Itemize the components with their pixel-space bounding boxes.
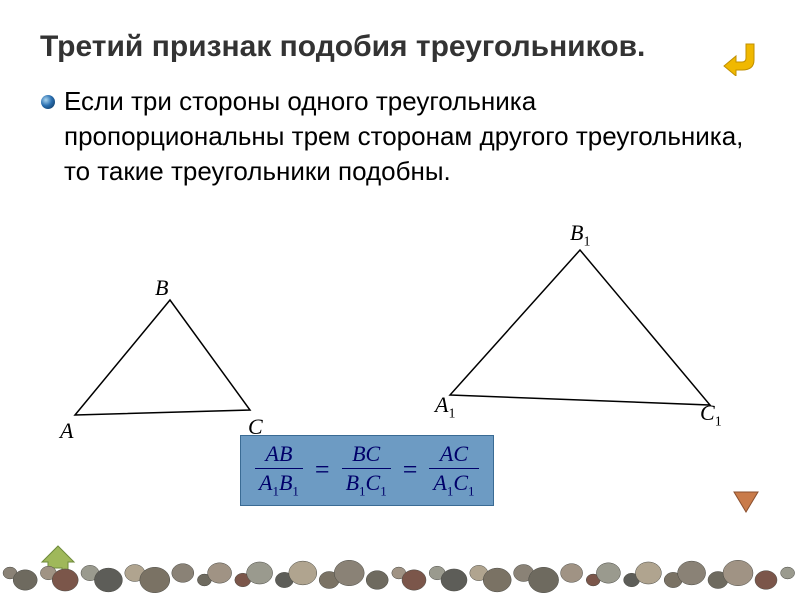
slide-title: Третий признак подобия треугольников. — [40, 28, 760, 66]
back-button[interactable] — [722, 36, 762, 76]
vertex-label: A1 — [435, 392, 455, 422]
next-button[interactable] — [730, 488, 762, 516]
vertex-label: B1 — [570, 220, 590, 250]
bullet-icon — [40, 94, 56, 115]
body-paragraph: Если три стороны одного треугольника про… — [40, 84, 760, 189]
equals-sign: = — [313, 455, 332, 485]
equals-sign: = — [401, 455, 420, 485]
vertex-label: B — [155, 275, 168, 301]
formula-term: AC A1C1 — [429, 442, 478, 499]
formula-box: AB A1B1 = BC B1C1 = AC A1C1 — [240, 435, 494, 506]
footer-decoration — [0, 550, 800, 600]
vertex-label: A — [60, 418, 73, 444]
body-text: Если три стороны одного треугольника про… — [64, 84, 760, 189]
formula-term: BC B1C1 — [342, 442, 391, 499]
vertex-label: C1 — [700, 400, 722, 430]
formula-term: AB A1B1 — [255, 442, 303, 499]
triangles-diagram: A B C A1 B1 C1 — [40, 200, 760, 460]
